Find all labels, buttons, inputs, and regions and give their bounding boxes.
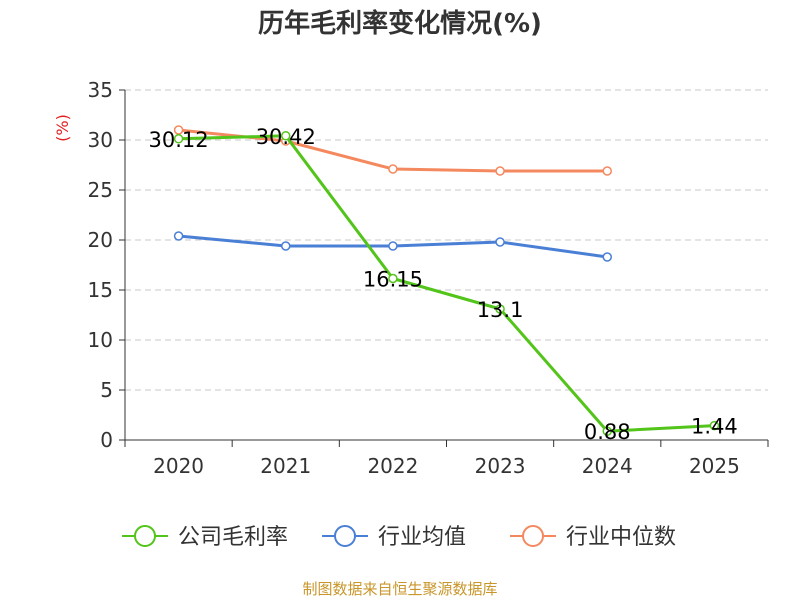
series-line-0 xyxy=(178,134,715,433)
x-tick-label-2020: 2020 xyxy=(153,454,204,478)
y-tick-label-15: 15 xyxy=(88,278,113,302)
series-1-point-2023 xyxy=(495,237,505,247)
series-0-point-2024 xyxy=(602,426,612,436)
series-2-point-2022 xyxy=(388,164,398,174)
data-label-2025: 1.44 xyxy=(691,415,738,439)
data-label-2020: 30.12 xyxy=(149,128,209,152)
x-tick-label-2023: 2023 xyxy=(475,454,526,478)
source-note: 制图数据来自恒生聚源数据库 xyxy=(302,580,497,598)
x-tick-label-2022: 2022 xyxy=(367,454,418,478)
series-2-point-2024 xyxy=(602,166,612,176)
y-tick-label-25: 25 xyxy=(88,178,113,202)
data-label-2021: 30.42 xyxy=(256,125,316,149)
y-tick-label-20: 20 xyxy=(88,228,113,252)
data-label-2023: 13.1 xyxy=(477,298,524,322)
y-tick-label-30: 30 xyxy=(88,128,113,152)
series-0-point-2023 xyxy=(495,304,505,314)
series-0-point-2020 xyxy=(173,134,184,144)
x-tick-label-2021: 2021 xyxy=(260,454,311,478)
series-1-point-2022 xyxy=(388,241,398,251)
legend-marker-0 xyxy=(134,525,156,547)
series-1-point-2021 xyxy=(281,241,291,251)
series-0-point-2025 xyxy=(709,420,720,431)
y-tick-label-10: 10 xyxy=(88,328,113,352)
series-1-point-2020 xyxy=(173,231,184,241)
y-tick-label-35: 35 xyxy=(88,78,113,102)
legend: 公司毛利率 行业均值 行业中位数 xyxy=(122,525,676,550)
series-0-point-2022 xyxy=(388,273,398,284)
chart-title: 历年毛利率变化情况(%) xyxy=(258,8,542,39)
gridlines xyxy=(125,89,768,391)
legend-label-2: 行业中位数 xyxy=(566,525,676,550)
series-layer xyxy=(173,125,720,436)
data-label-2024: 0.88 xyxy=(584,420,631,444)
data-label-2022: 16.15 xyxy=(363,268,423,292)
y-axis-unit-label: (%) xyxy=(53,114,72,142)
legend-marker-2 xyxy=(522,525,544,547)
series-0-point-2021 xyxy=(281,131,291,141)
data-labels: 30.12 30.42 16.15 13.1 0.88 1.44 xyxy=(149,125,738,444)
x-tick-label-2025: 2025 xyxy=(689,454,740,478)
legend-label-1: 行业均值 xyxy=(378,525,466,550)
y-tick-label-0: 0 xyxy=(100,428,113,452)
axes xyxy=(119,89,769,447)
legend-marker-1 xyxy=(334,525,356,547)
series-2-point-2023 xyxy=(495,166,505,176)
series-1-point-2024 xyxy=(602,252,612,262)
legend-label-0: 公司毛利率 xyxy=(178,525,288,550)
y-tick-label-5: 5 xyxy=(100,378,113,402)
series-2-point-2020 xyxy=(173,125,184,135)
x-tick-label-2024: 2024 xyxy=(582,454,633,478)
